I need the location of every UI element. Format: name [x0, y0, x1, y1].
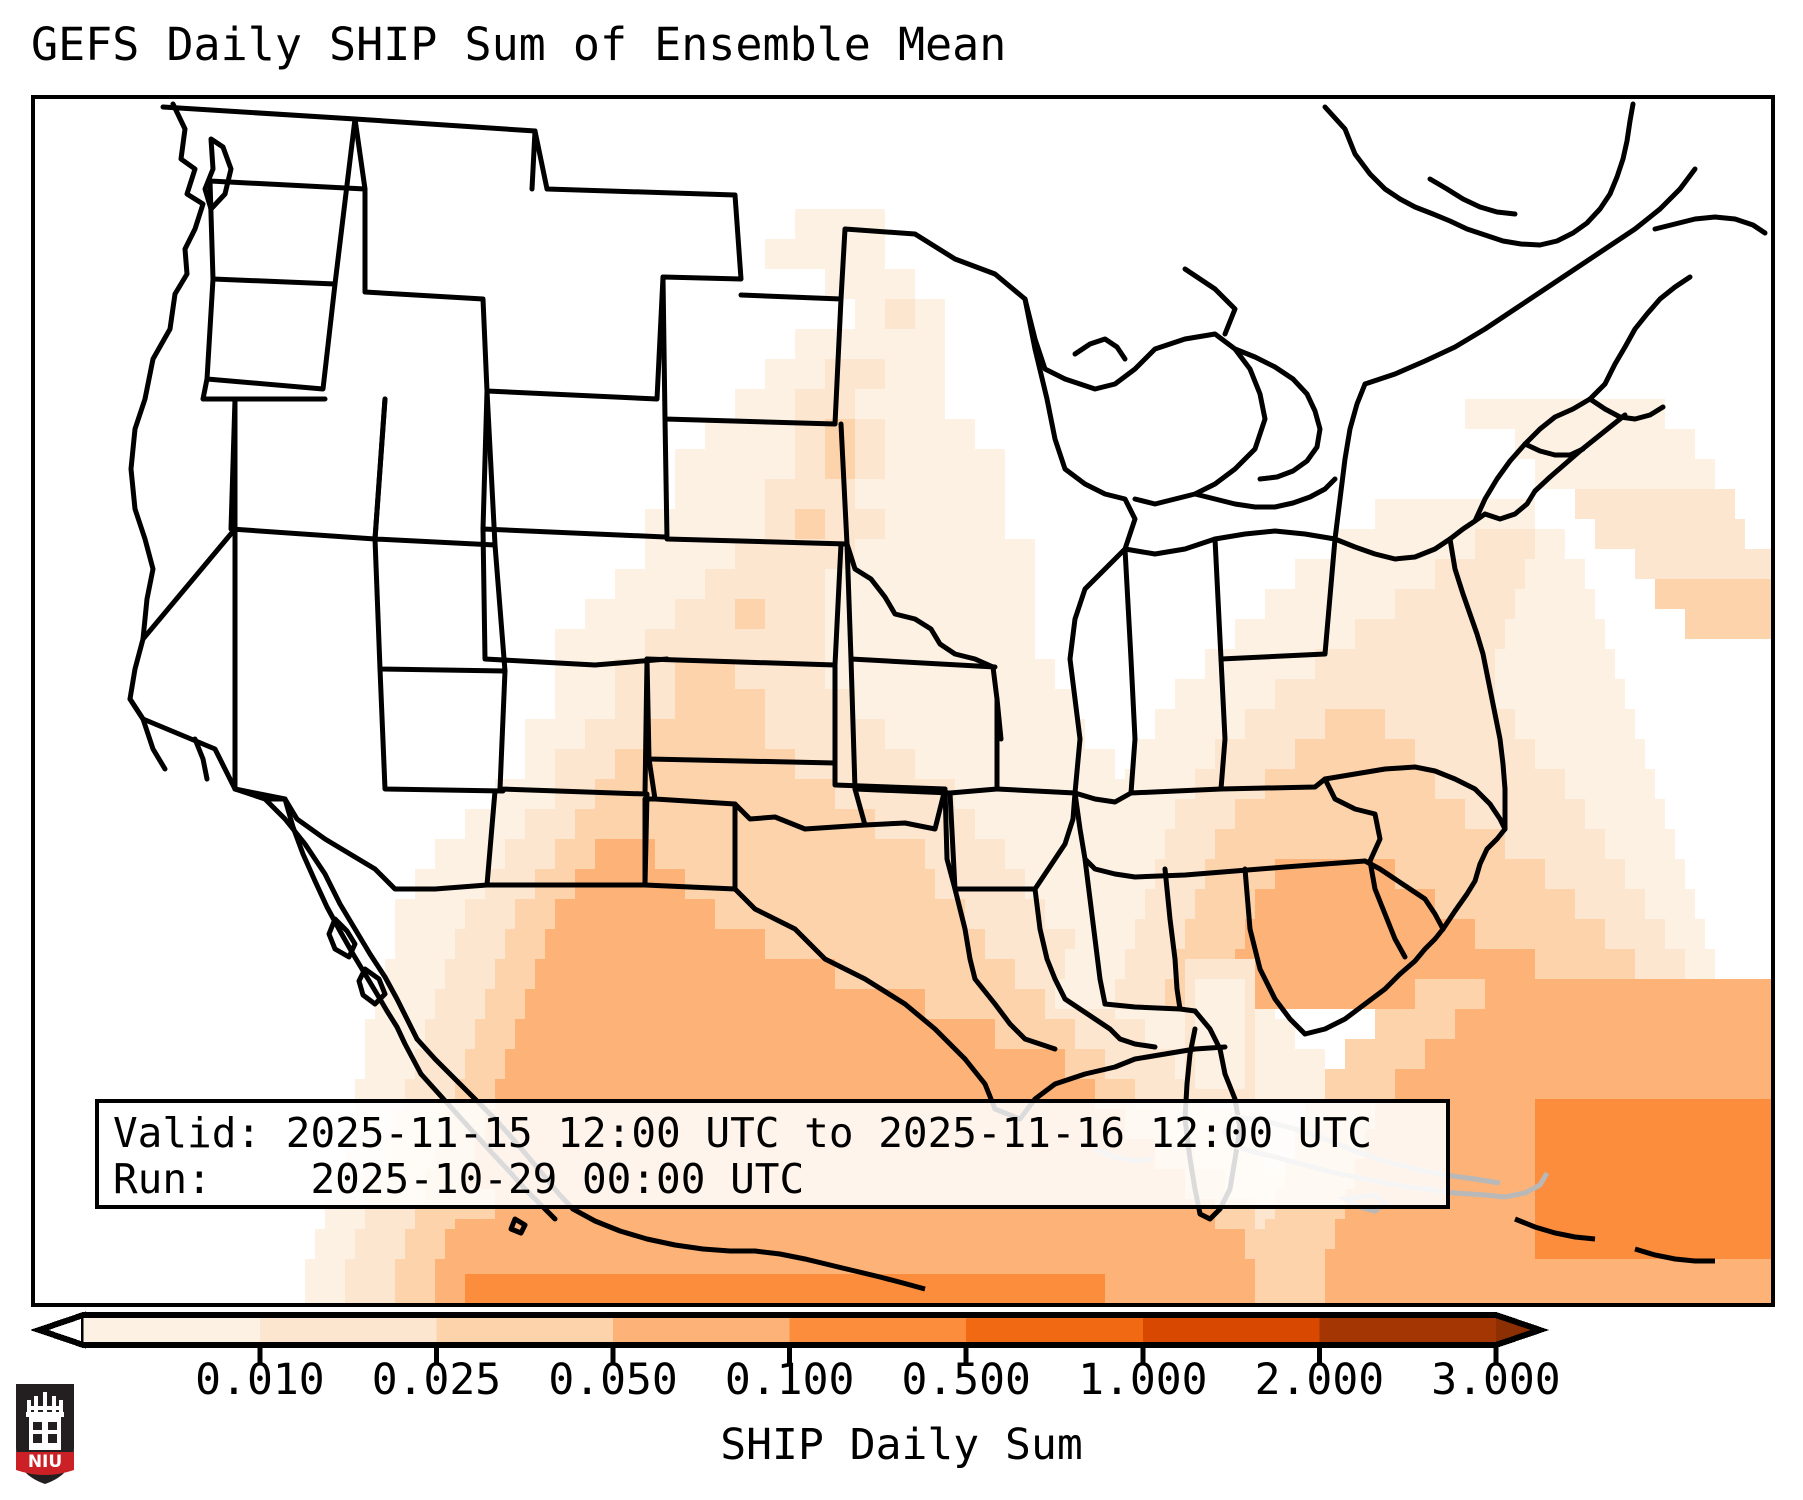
niu-logo: NIU [16, 1384, 74, 1484]
colorbar-svg[interactable] [31, 1309, 1775, 1365]
colorbar-ticks [257, 1345, 1499, 1365]
colorbar-tick-label: 0.010 [195, 1355, 325, 1405]
niu-banner-text: NIU [28, 1452, 62, 1472]
colorbar-segment [789, 1315, 967, 1345]
valid-time-line: Valid: 2025-11-15 12:00 UTC to 2025-11-1… [113, 1109, 1372, 1157]
valid-run-infobox: Valid: 2025-11-15 12:00 UTC to 2025-11-1… [95, 1099, 1450, 1209]
colorbar-tick-label: 3.000 [1431, 1355, 1561, 1405]
colorbar-segment [966, 1315, 1144, 1345]
mexico-south-outlines [754, 1216, 1715, 1292]
colorbar-tick-label: 1.000 [1078, 1355, 1208, 1405]
niu-banner [16, 1452, 74, 1475]
page-title: GEFS Daily SHIP Sum of Ensemble Mean [31, 18, 1007, 71]
colorbar-tick-label: 2.000 [1254, 1355, 1385, 1405]
castle-icon [26, 1392, 64, 1450]
map-panel: Valid: 2025-11-15 12:00 UTC to 2025-11-1… [31, 95, 1775, 1307]
run-time-line: Run: 2025-10-29 00:00 UTC [113, 1155, 805, 1203]
colorbar-tick-label: 0.500 [901, 1355, 1031, 1405]
colorbar-tick-label: 0.100 [724, 1355, 855, 1405]
colorbar-segment [613, 1315, 791, 1345]
colorbar-tick-labels: 0.010 0.025 0.050 0.100 0.500 1.000 2.000 3.000 [0, 1355, 1803, 1415]
colorbar-segment [259, 1315, 438, 1345]
colorbar-segment [1142, 1315, 1320, 1345]
colorbar-segment [1319, 1315, 1497, 1345]
colorbar-segments [31, 1311, 1550, 1349]
colorbar-segment [83, 1315, 261, 1345]
colorbar-extend-max [1495, 1315, 1540, 1345]
colorbar-tick-label: 0.025 [371, 1355, 502, 1405]
colorbar[interactable] [31, 1309, 1775, 1365]
colorbar-segment [436, 1315, 614, 1345]
castle-windows [33, 1422, 57, 1443]
colorbar-tick-label: 0.050 [548, 1355, 678, 1405]
colorbar-title: SHIP Daily Sum [720, 1420, 1083, 1470]
